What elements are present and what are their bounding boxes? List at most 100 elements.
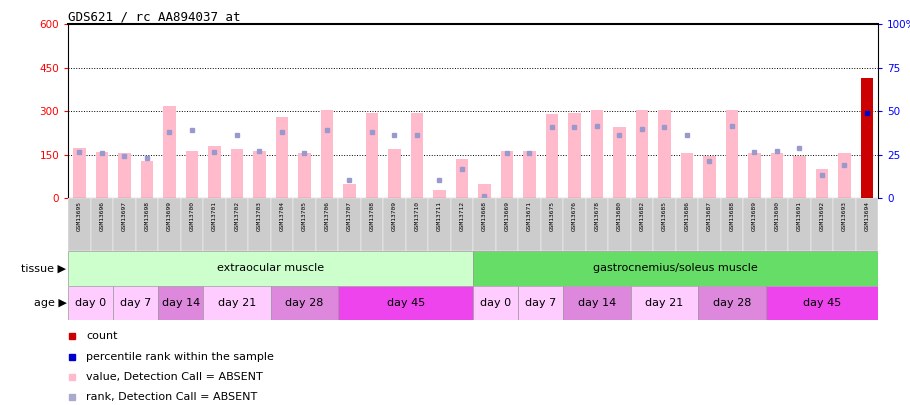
Text: gastrocnemius/soleus muscle: gastrocnemius/soleus muscle (593, 263, 758, 273)
Text: GSM13686: GSM13686 (684, 201, 690, 231)
Text: GSM13707: GSM13707 (347, 201, 352, 231)
Bar (726, 110, 738, 198)
Bar (231, 149, 243, 198)
Bar (389, 149, 400, 198)
Text: day 0: day 0 (480, 298, 511, 308)
Bar (253, 151, 266, 198)
Text: GSM13712: GSM13712 (460, 201, 464, 231)
Text: GSM13693: GSM13693 (842, 201, 847, 231)
Bar (518, 286, 563, 320)
Bar (501, 151, 513, 198)
Bar (203, 198, 226, 251)
Text: GSM13671: GSM13671 (527, 201, 532, 231)
Text: GSM13709: GSM13709 (392, 201, 397, 231)
Text: GSM13697: GSM13697 (122, 201, 127, 231)
Text: GSM13685: GSM13685 (662, 201, 667, 231)
Text: day 14: day 14 (578, 298, 616, 308)
Bar (473, 198, 496, 251)
Bar (794, 156, 805, 198)
Bar (118, 153, 131, 198)
Text: GSM13676: GSM13676 (572, 201, 577, 231)
Bar (631, 286, 698, 320)
Text: GSM13688: GSM13688 (730, 201, 734, 231)
Bar (771, 153, 784, 198)
Bar (68, 198, 91, 251)
Text: GSM13668: GSM13668 (482, 201, 487, 231)
Bar (343, 184, 356, 198)
Bar (91, 198, 113, 251)
Text: GSM13699: GSM13699 (167, 201, 172, 231)
Bar (473, 286, 518, 320)
Bar (410, 113, 423, 198)
Text: GSM13694: GSM13694 (864, 201, 869, 231)
Bar (293, 198, 316, 251)
Text: GSM13700: GSM13700 (189, 201, 195, 231)
Bar (563, 286, 631, 320)
Bar (703, 156, 715, 198)
Text: day 14: day 14 (162, 298, 200, 308)
Text: GSM13711: GSM13711 (437, 201, 442, 231)
Bar (613, 127, 625, 198)
Bar (855, 198, 878, 251)
Bar (433, 190, 446, 198)
Text: day 21: day 21 (645, 298, 683, 308)
Bar (479, 184, 490, 198)
Text: day 28: day 28 (713, 298, 751, 308)
Bar (541, 198, 563, 251)
Bar (563, 198, 586, 251)
Bar (298, 153, 310, 198)
Bar (383, 198, 406, 251)
Text: GSM13698: GSM13698 (145, 201, 149, 231)
Text: day 28: day 28 (285, 298, 324, 308)
Bar (636, 110, 648, 198)
Bar (158, 198, 181, 251)
Bar (113, 286, 158, 320)
Text: GSM13692: GSM13692 (819, 201, 824, 231)
Bar (181, 198, 203, 251)
Text: GSM13675: GSM13675 (550, 201, 554, 231)
Text: GSM13682: GSM13682 (640, 201, 644, 231)
Bar (316, 198, 339, 251)
Bar (765, 286, 878, 320)
Text: GSM13710: GSM13710 (414, 201, 420, 231)
Bar (658, 110, 671, 198)
Text: percentile rank within the sample: percentile rank within the sample (86, 352, 274, 362)
Text: GSM13691: GSM13691 (797, 201, 802, 231)
Text: GSM13689: GSM13689 (752, 201, 757, 231)
Bar (248, 198, 271, 251)
Bar (518, 198, 541, 251)
Text: rank, Detection Call = ABSENT: rank, Detection Call = ABSENT (86, 392, 258, 402)
Bar (675, 198, 698, 251)
Bar (450, 198, 473, 251)
Text: day 21: day 21 (217, 298, 256, 308)
Text: GSM13708: GSM13708 (369, 201, 374, 231)
Text: extraocular muscle: extraocular muscle (217, 263, 324, 273)
Text: GSM13701: GSM13701 (212, 201, 217, 231)
Bar (496, 198, 518, 251)
Bar (631, 198, 653, 251)
Bar (721, 198, 743, 251)
Text: GSM13703: GSM13703 (257, 201, 262, 231)
Text: tissue ▶: tissue ▶ (22, 263, 66, 273)
Bar (861, 78, 873, 198)
Bar (113, 198, 136, 251)
Text: day 45: day 45 (387, 298, 425, 308)
Text: GSM13678: GSM13678 (594, 201, 600, 231)
Bar (96, 152, 108, 198)
Bar (681, 153, 693, 198)
Bar (339, 198, 360, 251)
Text: GSM13669: GSM13669 (504, 201, 510, 231)
Bar (586, 198, 608, 251)
Text: GSM13680: GSM13680 (617, 201, 622, 231)
Bar (186, 151, 198, 198)
Bar (456, 159, 468, 198)
Text: GSM13706: GSM13706 (325, 201, 329, 231)
Text: day 7: day 7 (120, 298, 151, 308)
Text: GSM13702: GSM13702 (235, 201, 239, 231)
Bar (271, 286, 339, 320)
Text: GSM13705: GSM13705 (302, 201, 307, 231)
Text: GSM13704: GSM13704 (279, 201, 285, 231)
Bar (429, 198, 450, 251)
Text: count: count (86, 331, 117, 341)
Bar (743, 198, 765, 251)
